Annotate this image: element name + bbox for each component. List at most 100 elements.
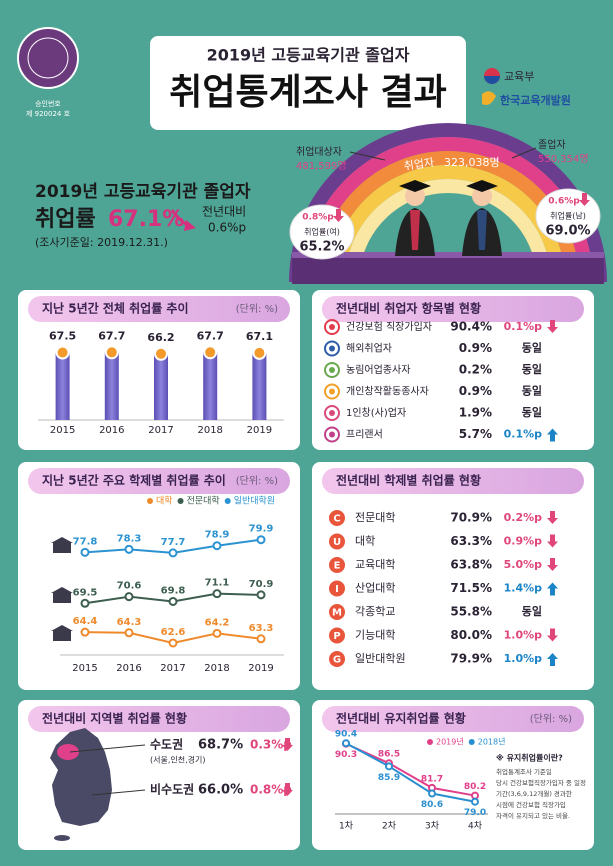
x-tick-label: 4차 — [468, 820, 483, 832]
row-icon — [329, 431, 335, 438]
arrow-down — [282, 790, 293, 796]
legend-label: 2019년 — [436, 737, 464, 747]
row-label: 농림어업종사자 — [346, 363, 410, 376]
x-tick-label: 2차 — [382, 820, 397, 832]
callout — [349, 151, 386, 161]
value-label: 64.2 — [205, 617, 230, 628]
note-line: 기간(3,6,9,12개월) 경과한 — [496, 789, 572, 798]
value-label: 81.7 — [421, 774, 443, 784]
note-line: 당시 건강보험직장가입자 중 일정 — [496, 778, 586, 787]
legend-marker — [468, 739, 475, 745]
legend-marker — [147, 498, 153, 504]
value-label: 70.9 — [249, 579, 274, 590]
panel-tab — [28, 468, 290, 494]
bar-marker — [154, 346, 168, 361]
point — [80, 627, 90, 637]
x-tick-label: 2015 — [72, 663, 97, 674]
arrow-down — [550, 511, 555, 518]
arrow-down — [547, 518, 558, 524]
arrow-down — [550, 628, 555, 636]
arrow-up — [547, 428, 558, 435]
legend-label: 전문대학 — [187, 496, 220, 507]
header-card — [150, 36, 466, 130]
stole — [477, 210, 487, 250]
face — [472, 186, 492, 206]
row-label: 기능대학 — [355, 629, 395, 642]
value-label: 67.5 — [49, 330, 76, 343]
stage-top — [292, 252, 604, 258]
row-change: 0.9%p — [504, 535, 543, 548]
letter-badge — [329, 580, 345, 597]
row-change: 동일 — [522, 384, 542, 398]
panel — [312, 290, 594, 450]
point — [80, 547, 90, 557]
stage — [292, 256, 604, 284]
value-label: 78.9 — [205, 530, 230, 541]
panel-tab — [322, 296, 584, 322]
arrow-down — [550, 534, 555, 542]
row-value: 90.4% — [450, 320, 492, 334]
row-label: 건강보험 직장가입자 — [346, 320, 432, 333]
x-tick-label: 2019 — [247, 425, 272, 436]
row-label: 대학 — [355, 535, 375, 548]
note-line: 자격이 유지되고 있는 비율. — [496, 811, 570, 820]
value-label: 79.0 — [464, 808, 486, 818]
value-label: 90.3 — [335, 750, 357, 760]
letter: I — [335, 584, 339, 595]
x-tick-label: 2017 — [160, 663, 185, 674]
bar-marker — [203, 345, 218, 360]
arrow-up — [550, 433, 555, 442]
point — [256, 535, 266, 545]
rainbow-arc — [345, 179, 551, 283]
point — [212, 589, 222, 599]
value-label: 80.6 — [421, 800, 443, 810]
arrow-down — [550, 320, 555, 327]
point — [80, 598, 90, 608]
bar-marker — [252, 345, 267, 360]
bar-marker — [55, 345, 70, 360]
x-tick-label: 2016 — [116, 663, 141, 674]
x-tick-label: 2015 — [50, 425, 75, 436]
targets-label: 취업대상자 — [296, 145, 342, 158]
row-icon — [324, 362, 340, 378]
panel-tab — [28, 706, 290, 732]
arrow-down — [547, 541, 558, 548]
row-value: 55.8% — [450, 605, 492, 619]
summary-change: 0.6%p — [208, 221, 246, 235]
cap — [399, 180, 431, 192]
value-label: 67.7 — [98, 329, 125, 342]
seal — [17, 27, 79, 89]
x-tick-label: 2019 — [248, 663, 273, 674]
arrow-up — [547, 582, 558, 589]
bubble-label: 취업률(남) — [550, 212, 586, 221]
letter: M — [332, 608, 342, 619]
callout — [91, 789, 146, 796]
letter-badge — [329, 651, 345, 667]
value-label: 66.2 — [147, 331, 174, 344]
arrow-down — [333, 216, 344, 222]
row-label: 프리랜서 — [346, 429, 383, 441]
legend-label: 2018년 — [478, 737, 506, 747]
point — [256, 634, 266, 644]
bubble-rate: 69.0% — [545, 224, 590, 239]
panel-tab — [28, 296, 290, 322]
targets: 481,599명 — [296, 160, 347, 172]
callout — [511, 147, 537, 159]
arrow-down — [547, 327, 558, 333]
point — [428, 789, 436, 798]
panel-title: 전년대비 학제별 취업률 현황 — [336, 473, 481, 488]
letter: G — [333, 655, 341, 666]
letter: P — [333, 631, 340, 642]
row-icon — [324, 340, 340, 357]
row-change: 1.4%p — [504, 582, 543, 595]
legend-marker — [177, 498, 184, 504]
cap — [466, 180, 498, 192]
summary-note: (조사기준일: 2019.12.31.) — [35, 235, 168, 249]
row-label: 교육대학 — [355, 558, 395, 571]
arrow-down — [547, 635, 558, 642]
value-label: 67.7 — [197, 329, 224, 342]
x-tick-label: 2018 — [197, 425, 222, 436]
arrow-down — [550, 558, 555, 565]
